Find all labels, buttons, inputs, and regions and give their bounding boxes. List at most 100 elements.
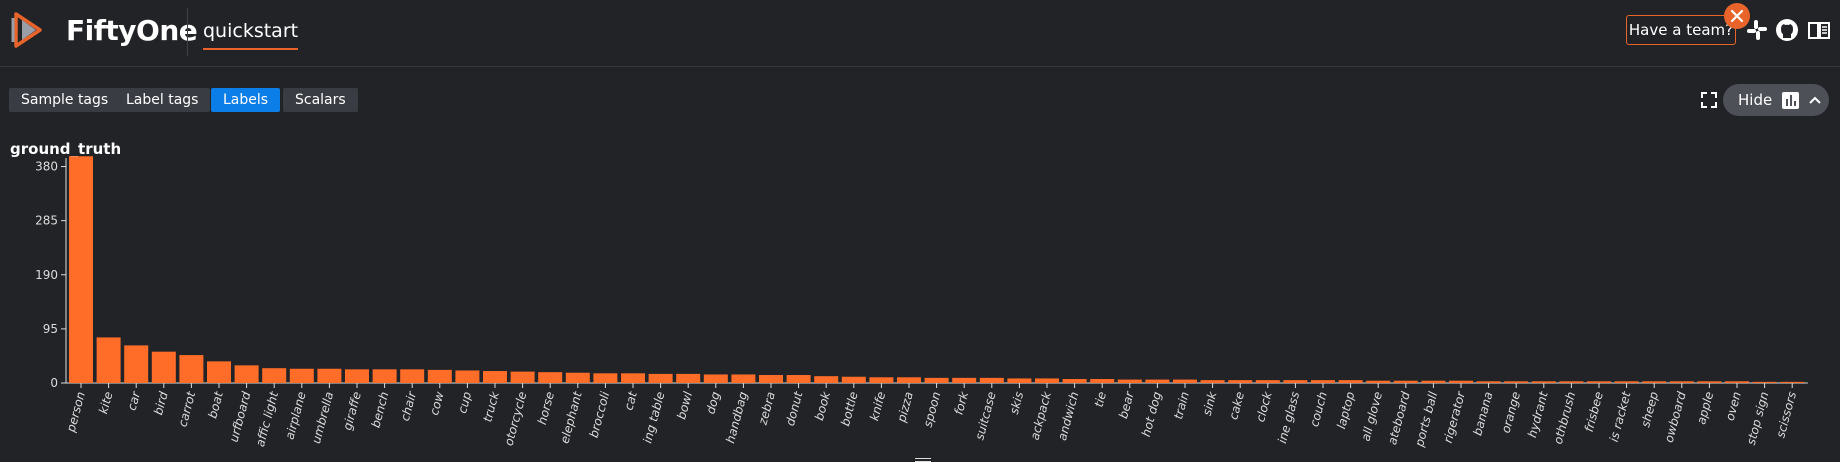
bar-oven[interactable] [1725, 381, 1749, 383]
brand-name[interactable]: FiftyOne [66, 14, 198, 47]
top-navbar: FiftyOne quickstart Have a team? [0, 0, 1840, 67]
x-tick-label: apple [1694, 390, 1716, 426]
bar-frisbee[interactable] [1587, 381, 1611, 383]
bar-pizza[interactable] [897, 377, 921, 383]
bar-person[interactable] [69, 156, 93, 383]
bar-traffic-light[interactable] [262, 368, 287, 383]
hide-histograms-button[interactable]: Hide [1723, 84, 1829, 116]
x-tick-label: frisbee [1582, 390, 1606, 433]
bar-stop-sign[interactable] [1752, 381, 1777, 383]
x-tick-label: rigerator [1441, 389, 1468, 444]
bar-cake[interactable] [1228, 380, 1253, 383]
bar-handbag[interactable] [731, 374, 756, 383]
bar-hot-dog[interactable] [1145, 379, 1170, 383]
x-tick-label: tie [1092, 390, 1110, 409]
bar-scissors[interactable] [1780, 381, 1805, 383]
x-tick-label: ateboard [1385, 390, 1413, 446]
bar-broccoli[interactable] [593, 373, 618, 383]
bar-chart-icon [1782, 91, 1800, 109]
bar-truck[interactable] [483, 371, 507, 383]
bar-banana[interactable] [1476, 381, 1501, 383]
bar-bird[interactable] [151, 351, 176, 383]
close-icon[interactable] [1724, 3, 1750, 29]
bar-skis[interactable] [1007, 378, 1032, 383]
bar-wine-glass[interactable] [1283, 380, 1308, 383]
tab-label-tags[interactable]: Label tags [114, 88, 211, 112]
bar-fork[interactable] [952, 377, 977, 383]
bar-book[interactable] [814, 376, 839, 383]
bar-cow[interactable] [427, 369, 452, 383]
fiftyone-logo-icon[interactable] [10, 10, 50, 50]
bar-sink[interactable] [1200, 380, 1225, 383]
tab-scalars[interactable]: Scalars [283, 88, 358, 112]
bar-toothbrush[interactable] [1559, 381, 1584, 383]
bar-train[interactable] [1173, 379, 1197, 383]
bar-car[interactable] [124, 345, 149, 383]
expand-icon[interactable] [1699, 90, 1719, 110]
bar-tennis-racket[interactable] [1614, 381, 1639, 383]
bar-chair[interactable] [400, 369, 425, 383]
x-tick-label: book [812, 389, 833, 422]
bar-suitcase[interactable] [979, 377, 1004, 383]
bar-spoon[interactable] [924, 377, 949, 383]
x-tick-label: laptop [1334, 390, 1357, 431]
bar-sheep[interactable] [1642, 381, 1667, 383]
bar-knife[interactable] [869, 377, 894, 383]
bar-giraffe[interactable] [345, 369, 369, 383]
bar-horse[interactable] [538, 372, 563, 383]
bar-boat[interactable] [207, 361, 231, 383]
bar-surfboard[interactable] [234, 365, 259, 383]
bar-orange[interactable] [1504, 381, 1529, 383]
tab-sample-tags[interactable]: Sample tags [9, 88, 121, 112]
bar-sports-ball[interactable] [1421, 380, 1446, 383]
x-tick-label: elephant [557, 389, 585, 445]
x-tick-label: bear [1116, 389, 1137, 420]
chevron-up-icon [1809, 96, 1821, 104]
bar-refrigerator[interactable] [1449, 380, 1473, 383]
bar-baseball-glove[interactable] [1366, 380, 1391, 383]
bar-bottle[interactable] [841, 376, 866, 383]
bar-elephant[interactable] [565, 372, 590, 383]
x-tick-label: bottle [838, 390, 861, 428]
bar-snowboard[interactable] [1669, 381, 1694, 383]
github-icon[interactable] [1775, 18, 1799, 42]
tab-labels[interactable]: Labels [211, 88, 281, 112]
bar-airplane[interactable] [289, 368, 314, 383]
x-tick-label: scissors [1773, 390, 1799, 439]
x-tick-label: cake [1226, 390, 1247, 421]
resize-handle[interactable] [915, 458, 931, 462]
x-tick-label: ing table [640, 390, 667, 445]
bar-carrot[interactable] [179, 355, 204, 383]
bar-zebra[interactable] [759, 375, 783, 383]
bar-clock[interactable] [1255, 380, 1280, 383]
dataset-selector[interactable]: quickstart [203, 20, 299, 50]
bar-bowl[interactable] [676, 373, 701, 383]
x-tick-label: dog [703, 390, 722, 416]
bar-tie[interactable] [1090, 379, 1115, 383]
bar-motorcycle[interactable] [510, 371, 535, 383]
bar-bench[interactable] [372, 369, 397, 383]
x-tick-label: zebra [755, 390, 777, 427]
bar-dog[interactable] [703, 374, 728, 383]
bar-cat[interactable] [621, 373, 645, 383]
x-tick-label: affic light [253, 389, 281, 448]
bar-sandwich[interactable] [1062, 379, 1087, 383]
x-tick-label: hot dog [1139, 390, 1165, 438]
bar-umbrella[interactable] [317, 368, 342, 383]
bar-backpack[interactable] [1035, 378, 1059, 383]
docs-icon[interactable] [1807, 18, 1831, 42]
bar-laptop[interactable] [1338, 380, 1363, 383]
bar-skateboard[interactable] [1393, 380, 1418, 383]
bar-fire-hydrant[interactable] [1531, 381, 1556, 383]
bar-donut[interactable] [786, 375, 811, 383]
bar-dining-table[interactable] [648, 373, 673, 383]
bar-bear[interactable] [1117, 379, 1142, 383]
bar-cup[interactable] [455, 370, 480, 383]
bar-apple[interactable] [1697, 381, 1722, 383]
bar-kite[interactable] [96, 337, 121, 383]
x-tick-label: person [63, 390, 87, 434]
bar-couch[interactable] [1311, 380, 1335, 383]
slack-icon[interactable] [1745, 18, 1769, 42]
header-divider [187, 8, 188, 56]
have-a-team-button[interactable]: Have a team? [1626, 15, 1736, 45]
